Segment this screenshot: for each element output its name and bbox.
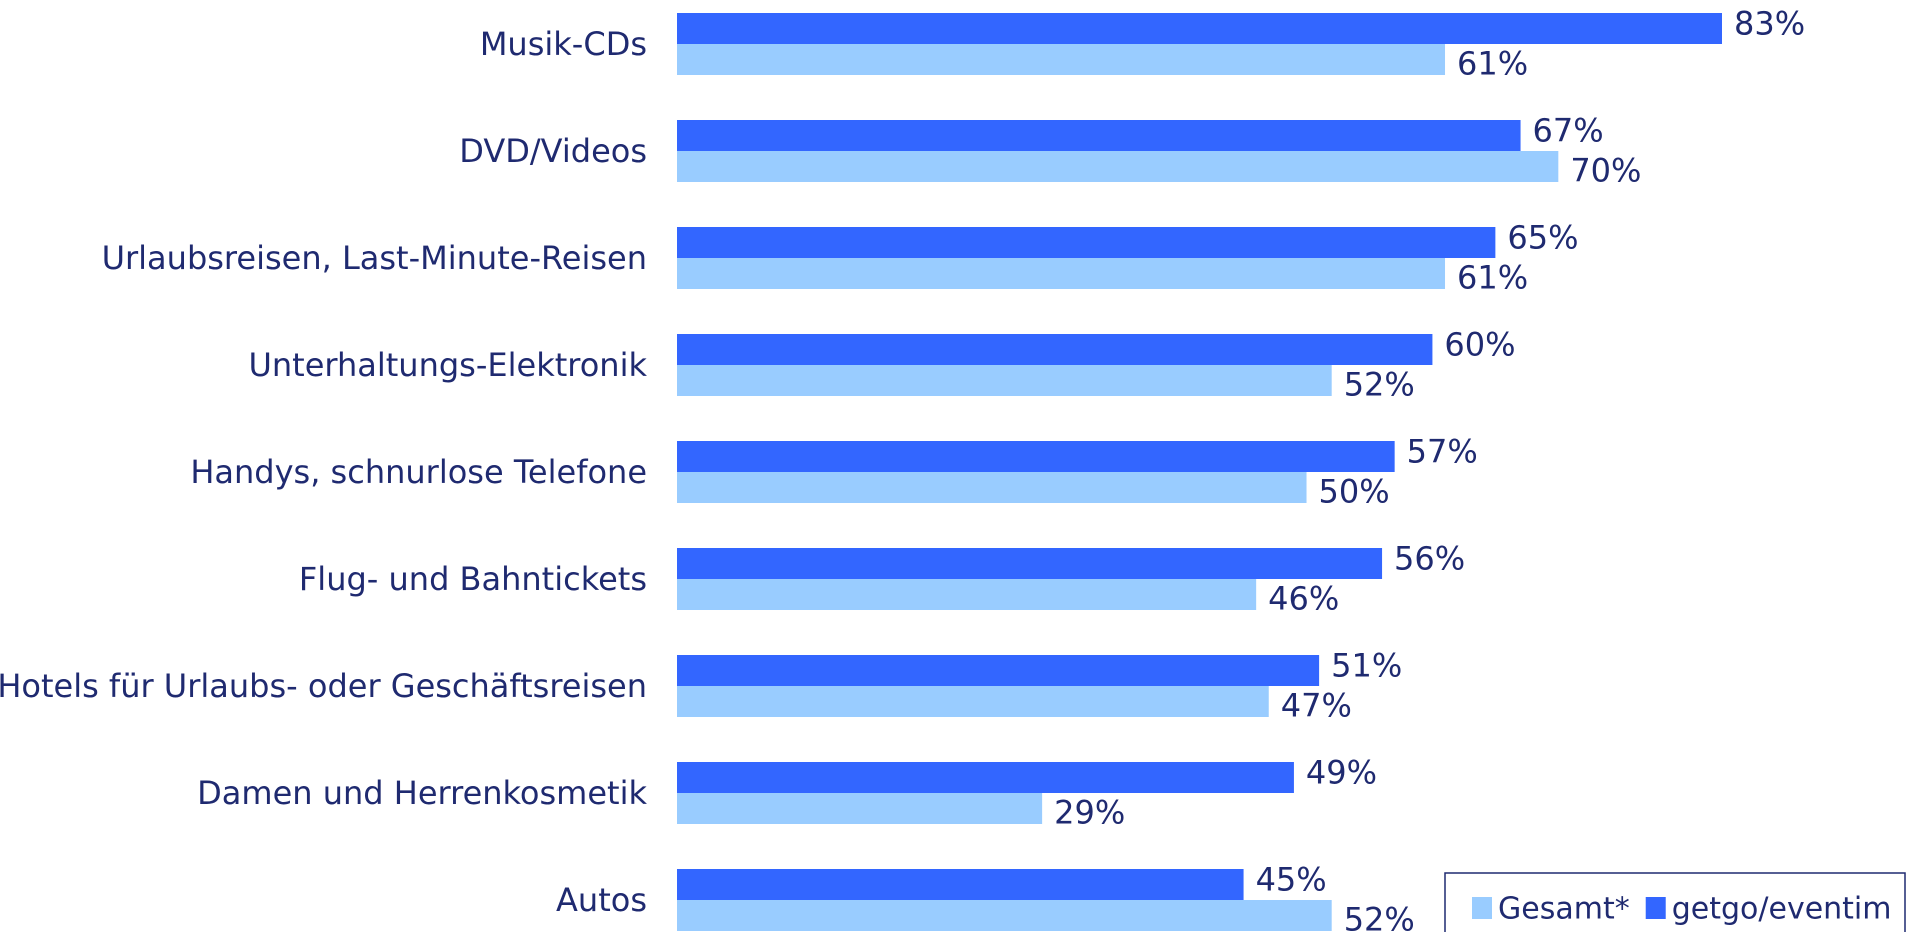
bar [677,472,1307,503]
value-label: 61% [1457,45,1528,83]
value-label: 50% [1319,473,1390,511]
bar [677,227,1496,258]
category-label: Flug- und Bahntickets [299,560,647,598]
legend-box [1444,872,1906,932]
value-label: 57% [1407,433,1478,471]
value-label: 65% [1507,219,1578,257]
bar [677,548,1383,579]
value-label: 56% [1394,540,1465,578]
value-label: 52% [1344,366,1415,404]
category-label: Urlaubsreisen, Last-Minute-Reisen [102,239,647,277]
bar [677,151,1559,182]
value-label: 29% [1054,794,1125,832]
legend-swatch [1472,897,1492,919]
bar [677,686,1269,717]
bar [677,120,1521,151]
bar [677,869,1244,900]
bar [677,334,1433,365]
bar [677,655,1320,686]
value-label: 52% [1344,901,1415,932]
legend-label: Gesamt* [1498,892,1630,927]
value-label: 49% [1306,754,1377,792]
bar [677,13,1722,44]
category-label: DVD/Videos [459,132,647,170]
value-label: 47% [1281,687,1352,725]
legend-label: getgo/eventim [1672,892,1892,927]
value-label: 83% [1734,5,1805,43]
value-label: 60% [1444,326,1515,364]
value-label: 45% [1256,861,1327,899]
value-label: 51% [1331,647,1402,685]
bar [677,900,1332,931]
value-label: 67% [1533,112,1604,150]
bar [677,44,1446,75]
category-label: Handys, schnurlose Telefone [190,453,647,491]
category-label: Damen und Herrenkosmetik [197,774,647,812]
category-label: Hotels für Urlaubs- oder Geschäftsreisen [0,667,647,705]
bar [677,762,1294,793]
bar [677,441,1395,472]
category-label: Musik-CDs [480,25,647,63]
value-label: 70% [1570,152,1641,190]
legend-swatch [1645,897,1666,919]
value-label: 46% [1268,580,1339,618]
bar [677,793,1043,824]
value-label: 61% [1457,259,1528,297]
bar [677,365,1332,396]
bar [677,258,1446,289]
bar [677,579,1257,610]
category-label: Unterhaltungs-Elektronik [248,346,647,384]
category-label: Autos [556,881,647,919]
